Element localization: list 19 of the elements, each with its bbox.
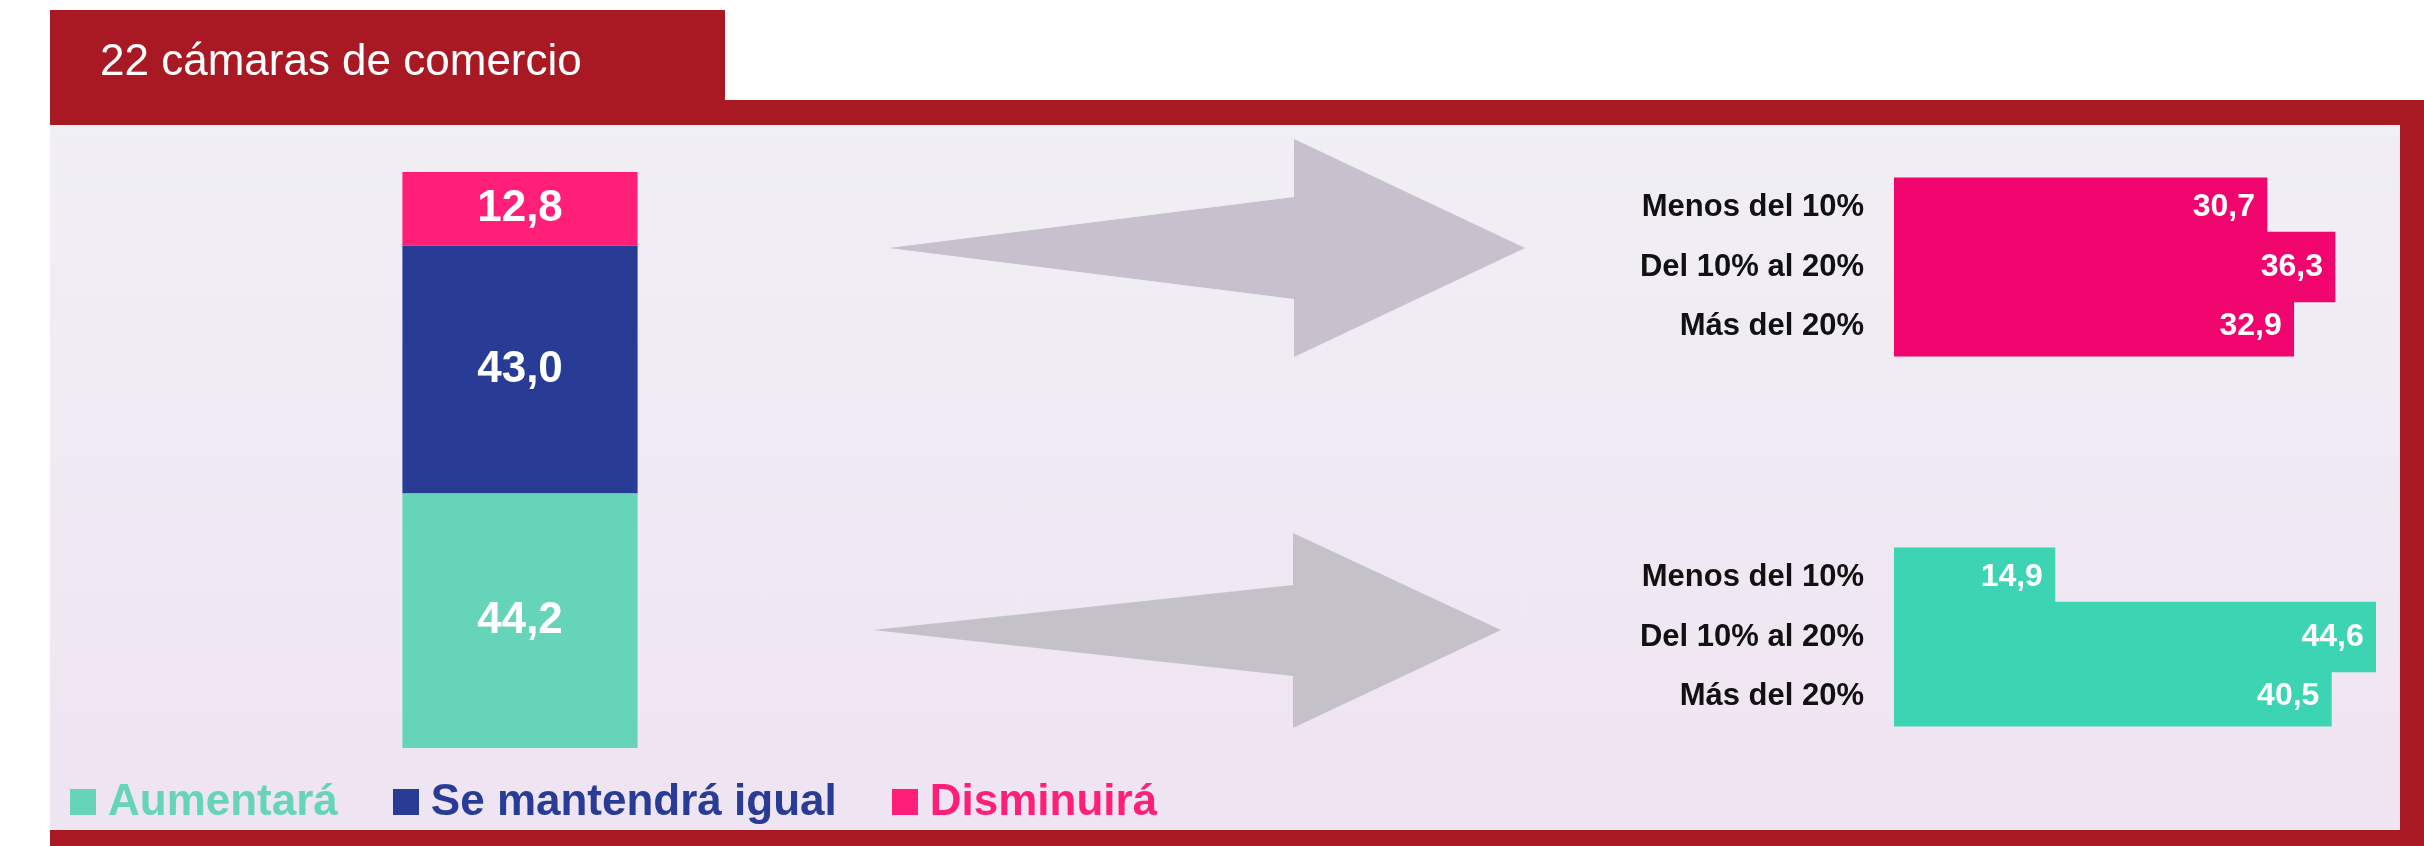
data-label: 36,3 (2260, 246, 2324, 283)
data-label: 43,0 (477, 341, 563, 391)
data-label: 32,9 (2219, 306, 2282, 343)
y-tick-label: Más del 20% (1679, 677, 1864, 713)
y-tick-label: Del 10% al 20% (1639, 617, 1864, 653)
legend-label: Se mantendrá igual (429, 775, 837, 825)
y-tick-label: Menos del 10% (1641, 557, 1864, 593)
y-tick-label: Del 10% al 20% (1639, 247, 1864, 283)
data-label: 40,5 (2257, 676, 2320, 713)
y-tick-label: Más del 20% (1679, 307, 1864, 343)
data-label: 44,6 (2301, 616, 2364, 653)
legend-label: Disminuirá (928, 775, 1158, 825)
data-label: 14,9 (1980, 557, 2043, 594)
chart-title: 22 cámaras de comercio (50, 10, 725, 105)
data-label: 12,8 (477, 181, 563, 230)
y-tick-label: Menos del 10% (1641, 187, 1864, 223)
data-label: 30,7 (2192, 187, 2255, 224)
legend-label: Aumentará (107, 775, 338, 825)
data-label: 44,2 (477, 592, 563, 642)
